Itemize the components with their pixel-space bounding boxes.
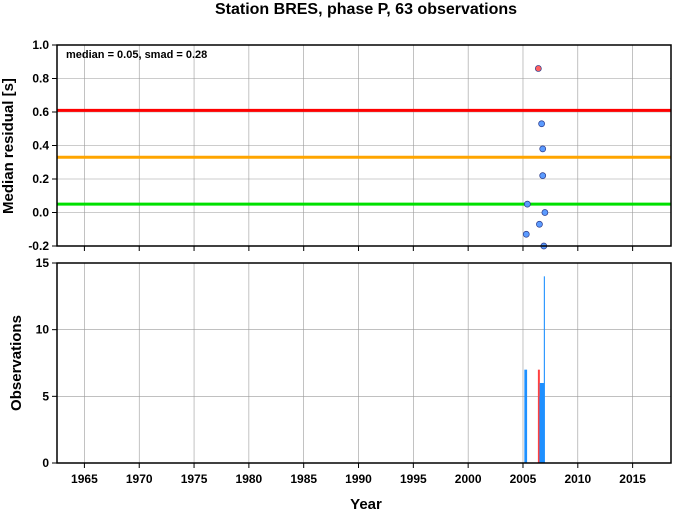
observations-y-tick-label: 10 <box>36 323 50 337</box>
observations-x-tick-label: 1980 <box>236 472 263 486</box>
residual-y-tick-label: 0.2 <box>32 172 49 186</box>
residual-y-tick-label: 1.0 <box>32 38 49 52</box>
residual-y-tick-label: 0.8 <box>32 72 49 86</box>
observations-y-tick-label: 0 <box>42 456 49 470</box>
observations-y-ticks: 0 5 10 15 <box>36 256 57 470</box>
observations-x-tick-label: 1995 <box>400 472 427 486</box>
observations-x-tick-label: 2010 <box>564 472 591 486</box>
observations-x-tick-label: 2015 <box>619 472 646 486</box>
residual-y-tick-label: 0.0 <box>32 206 49 220</box>
observations-x-tick-label: 1970 <box>126 472 153 486</box>
observations-bars <box>524 276 545 463</box>
residual-y-axis-label: Median residual [s] <box>0 78 17 214</box>
residual-point <box>524 200 531 208</box>
residual-point <box>534 65 542 72</box>
observations-x-tick-label: 1965 <box>71 472 98 486</box>
chart-title: Station BRES, phase P, 63 observations <box>215 1 517 18</box>
observations-y-tick-label: 5 <box>42 389 49 403</box>
observations-bar <box>539 383 545 463</box>
residual-panel: -0.2 0.0 0.2 0.4 0.6 0.8 1.0 median = 0.05, sm… <box>0 38 672 253</box>
residual-point <box>539 145 547 153</box>
observations-x-tick-label: 1990 <box>345 472 372 486</box>
observations-bar <box>543 276 545 463</box>
observations-x-tick-label: 2005 <box>510 472 537 486</box>
residual-point <box>539 172 547 179</box>
residual-reference-lines <box>57 108 671 206</box>
x-axis-label: Year <box>350 496 382 511</box>
observations-x-tick-label: 1985 <box>290 472 317 486</box>
observations-panel-frame <box>56 262 672 464</box>
observations-panel-background <box>57 263 671 463</box>
observations-panel: 0 5 10 15 1965 1970 1975 1980 1985 1990 1995 2000 2… <box>8 256 672 511</box>
observations-y-axis-label: Observations <box>8 315 25 411</box>
residual-points <box>522 65 549 250</box>
residual-y-ticks: -0.2 0.0 0.2 0.4 0.6 0.8 1.0 <box>28 38 57 253</box>
residual-point <box>522 230 530 238</box>
residual-point <box>541 209 549 216</box>
observations-x-tick-label: 1975 <box>181 472 208 486</box>
residual-y-tick-label: 0.6 <box>32 105 49 119</box>
residual-point <box>538 120 545 128</box>
observations-x-tick-label: 2000 <box>455 472 482 486</box>
residual-y-tick-label: -0.2 <box>28 239 49 253</box>
observations-bar <box>524 369 528 463</box>
residual-point <box>536 220 543 228</box>
residual-y-tick-label: 0.4 <box>32 139 49 153</box>
observations-bar <box>537 369 540 463</box>
observations-x-ticks: 1965 1970 1975 1980 1985 1990 1995 2000 2005 2010… <box>71 463 646 486</box>
observations-y-tick-label: 15 <box>36 256 50 270</box>
residual-annotation: median = 0.05, smad = 0.28 <box>66 49 207 61</box>
residual-x-tick-marks <box>83 246 634 251</box>
